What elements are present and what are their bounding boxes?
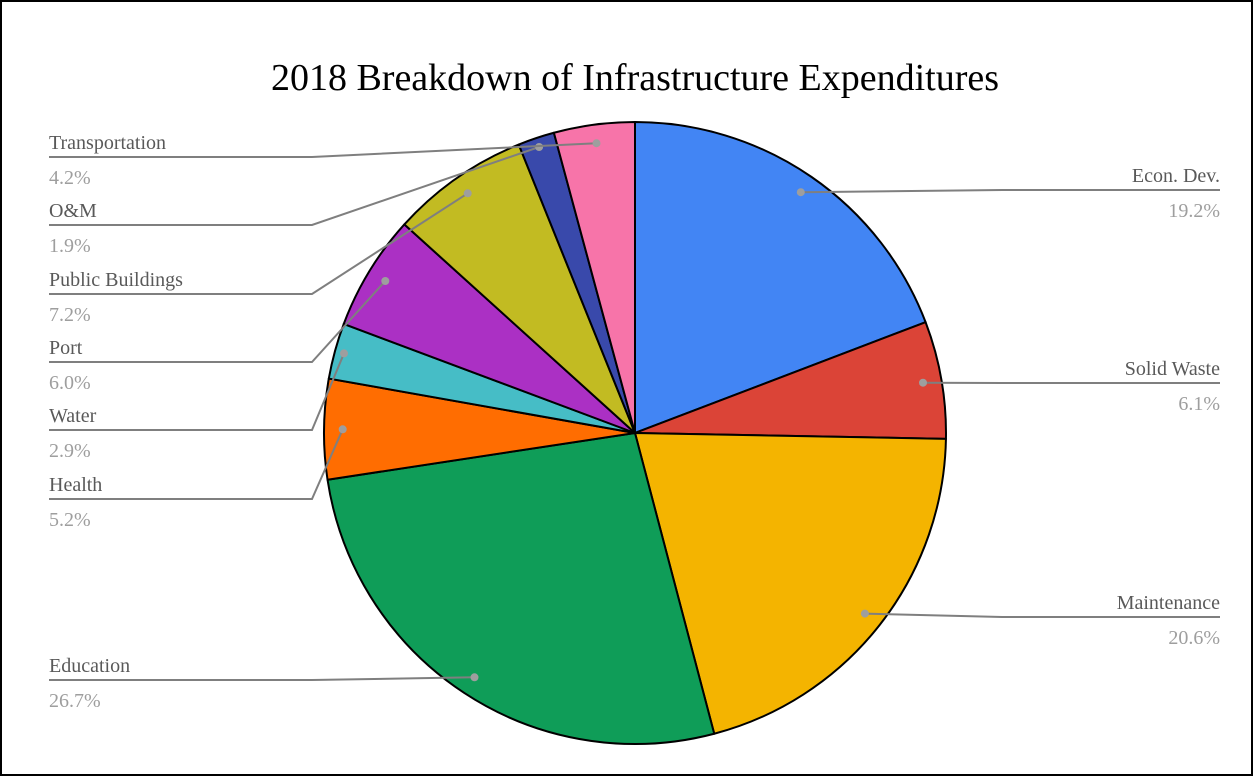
label-group-econ-dev: Econ. Dev. 19.2% (797, 165, 1220, 222)
slice-label-port: Port (49, 337, 83, 359)
leader-dot-econ-dev (797, 188, 805, 196)
label-group-maintenance: Maintenance 20.6% (861, 592, 1220, 649)
slice-label-water: Water (49, 405, 97, 427)
slice-label-education: Education (49, 655, 130, 677)
label-group-education: Education 26.7% (49, 655, 479, 712)
leader-line-econ-dev (801, 190, 1220, 192)
leader-dot-health (339, 425, 347, 433)
slice-value-health: 5.2% (49, 509, 91, 531)
slice-value-econ-dev: 19.2% (1168, 200, 1220, 222)
leader-dot-transportation (593, 139, 601, 147)
slice-value-maintenance: 20.6% (1168, 627, 1220, 649)
slice-label-maintenance: Maintenance (1117, 592, 1220, 614)
chart-title: 2018 Breakdown of Infrastructure Expendi… (271, 57, 999, 99)
slice-value-water: 2.9% (49, 440, 91, 462)
label-group-solid-waste: Solid Waste 6.1% (919, 358, 1220, 415)
slice-value-solid-waste: 6.1% (1178, 393, 1220, 415)
slice-value-public-buildings: 7.2% (49, 304, 91, 326)
label-group-water: Water 2.9% (49, 349, 348, 462)
leader-dot-public-buildings (464, 189, 472, 197)
slice-value-oandm: 1.9% (49, 235, 91, 257)
leader-dot-water (340, 349, 348, 357)
slice-label-solid-waste: Solid Waste (1125, 358, 1220, 380)
leader-dot-solid-waste (919, 379, 927, 387)
slice-label-econ-dev: Econ. Dev. (1132, 165, 1220, 187)
leader-dot-maintenance (861, 610, 869, 618)
slice-value-port: 6.0% (49, 372, 91, 394)
leader-line-education (49, 677, 475, 680)
leader-line-maintenance (865, 614, 1220, 617)
slice-label-public-buildings: Public Buildings (49, 269, 183, 291)
label-group-health: Health 5.2% (49, 425, 347, 531)
leader-dot-port (381, 277, 389, 285)
slices-layer (324, 122, 946, 744)
slice-value-education: 26.7% (49, 690, 101, 712)
slice-label-transportation: Transportation (49, 132, 166, 154)
slice-label-health: Health (49, 474, 102, 496)
leader-dot-education (471, 673, 479, 681)
slice-label-oandm: O&M (49, 200, 97, 222)
slice-value-transportation: 4.2% (49, 167, 91, 189)
